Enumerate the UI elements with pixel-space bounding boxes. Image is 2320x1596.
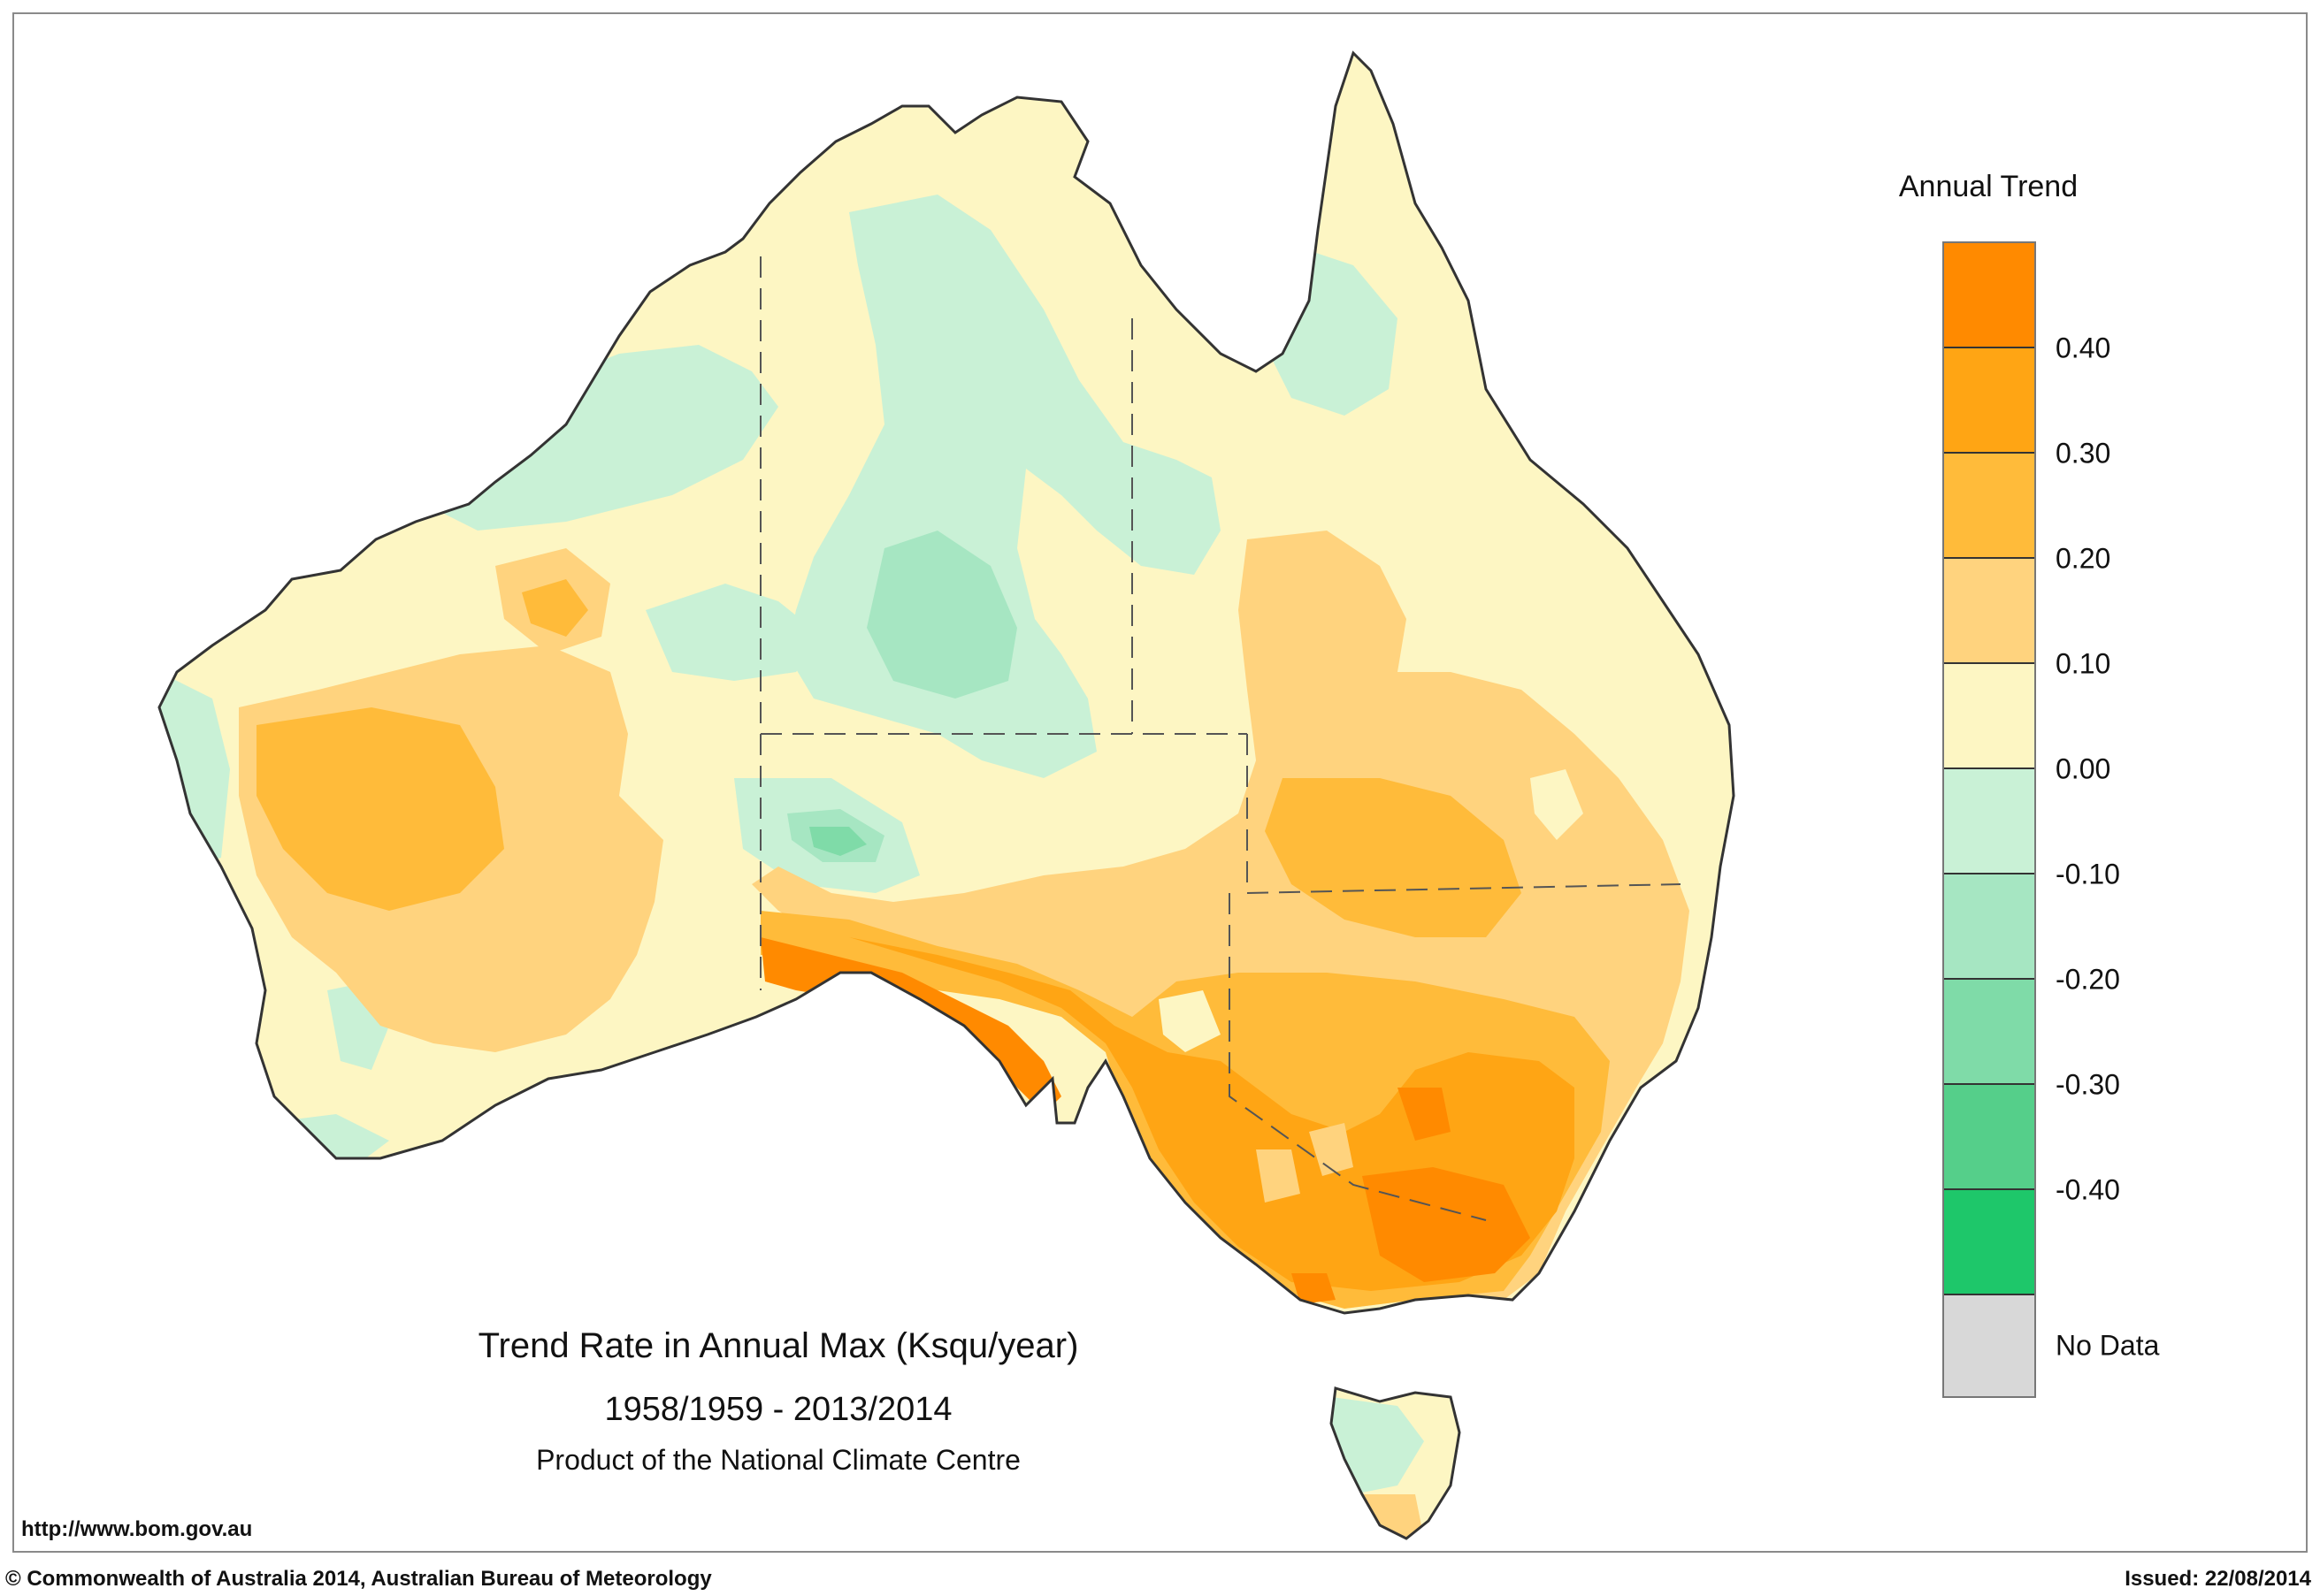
legend-tick-label: -0.40	[2056, 1173, 2120, 1206]
legend-swatch	[1944, 243, 2034, 348]
legend-swatch	[1944, 980, 2034, 1085]
legend-swatch	[1944, 348, 2034, 454]
map-period: 1958/1959 - 2013/2014	[604, 1391, 953, 1428]
legend-tick-label: -0.20	[2056, 963, 2120, 996]
legend-tick-label: -0.30	[2056, 1068, 2120, 1101]
legend-swatch	[1944, 1295, 2034, 1396]
legend-tick-label: 0.30	[2056, 437, 2111, 470]
mainland	[157, 50, 1735, 1315]
legend-swatch	[1944, 1085, 2034, 1190]
legend-swatch	[1944, 664, 2034, 769]
legend-tick-label: 0.20	[2056, 542, 2111, 575]
legend-swatch	[1944, 874, 2034, 980]
issued-date: Issued: 22/08/2014	[2125, 1567, 2311, 1591]
legend-tick-label: 0.10	[2056, 647, 2111, 680]
legend-tick-label: 0.40	[2056, 332, 2111, 364]
map-title: Trend Rate in Annual Max (Ksqu/year)	[478, 1326, 1079, 1365]
legend-swatch	[1944, 769, 2034, 874]
legend-color-bar	[1942, 241, 2036, 1398]
source-url[interactable]: http://www.bom.gov.au	[21, 1517, 253, 1541]
legend-swatch	[1944, 1190, 2034, 1295]
legend-tick-label: -0.10	[2056, 858, 2120, 890]
legend-no-data-label: No Data	[2056, 1329, 2160, 1362]
legend-title: Annual Trend	[1898, 170, 2079, 203]
legend-swatch	[1944, 454, 2034, 559]
map-product: Product of the National Climate Centre	[536, 1444, 1021, 1476]
legend-tick-label: 0.00	[2056, 752, 2111, 785]
copyright-notice: © Commonwealth of Australia 2014, Austra…	[5, 1567, 712, 1591]
map-frame	[12, 12, 2308, 1553]
legend-swatch	[1944, 559, 2034, 664]
